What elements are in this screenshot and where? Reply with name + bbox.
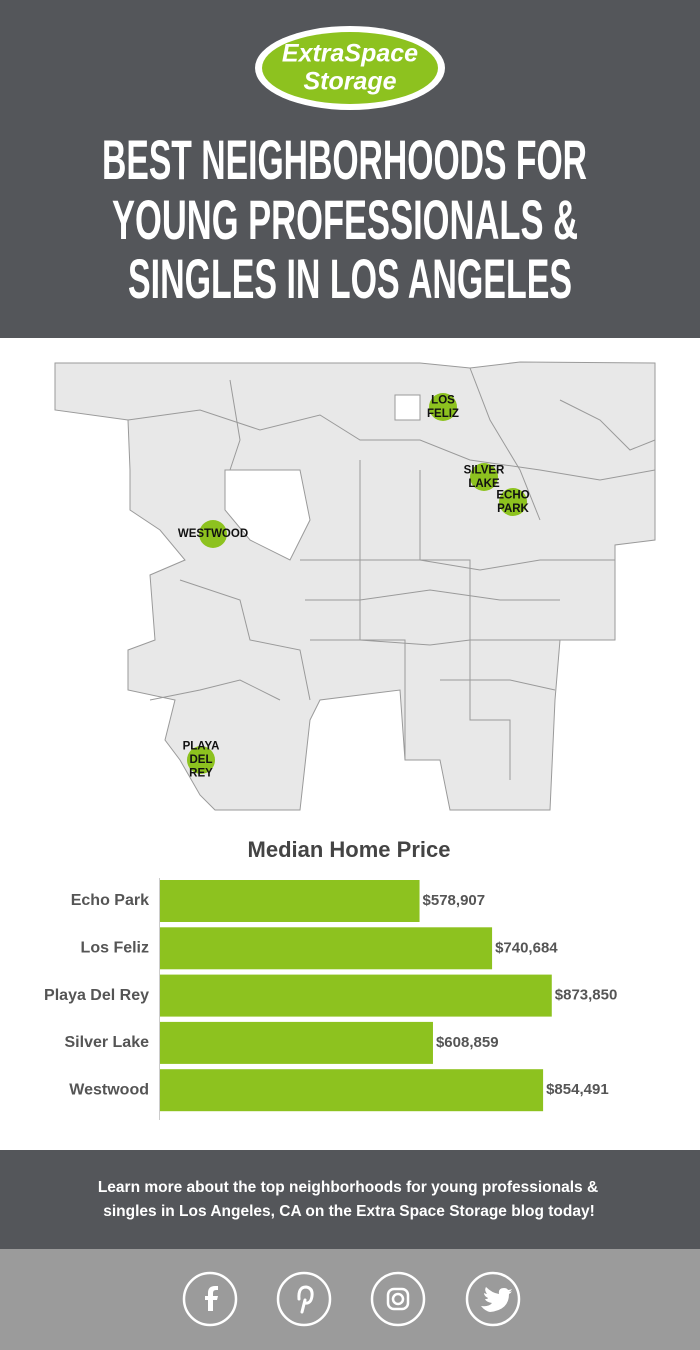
map-marker [429, 393, 457, 421]
map-border [559, 399, 656, 451]
category-label: Silver Lake [65, 1034, 150, 1051]
map-border [469, 367, 541, 521]
value-label: $578,907 [423, 892, 486, 909]
facebook-icon [205, 1286, 218, 1311]
map-border [300, 559, 615, 571]
bar [160, 880, 420, 922]
map-border [179, 579, 311, 701]
map [54, 361, 656, 811]
map-label: REY [189, 768, 213, 780]
map-label: PLAYA [183, 741, 220, 753]
bar [160, 927, 493, 970]
instagram-lens [391, 1292, 405, 1306]
map-border [305, 589, 560, 601]
map-border [419, 470, 511, 780]
map-label: LOS [431, 394, 455, 406]
map-label: ECHO [496, 489, 529, 501]
map-hole [394, 394, 421, 421]
map-label: FELIZ [427, 408, 459, 420]
map-label: SILVER [464, 464, 505, 476]
category-label: Playa Del Rey [44, 987, 149, 1004]
map-label: WESTWOOD [178, 528, 248, 540]
value-label: $854,491 [546, 1081, 609, 1098]
instagram-icon [386, 1287, 410, 1311]
map-hole [224, 469, 311, 561]
category-label: Los Feliz [81, 940, 149, 957]
bar [160, 1069, 544, 1112]
map-label: PARK [497, 503, 529, 515]
logo-inner [262, 32, 438, 104]
map-border [359, 460, 406, 760]
map-marker [470, 463, 498, 491]
pinterest-icon [297, 1285, 314, 1314]
map-marker [199, 520, 227, 548]
title-line: BEST NEIGHBORHOODS FOR [102, 128, 587, 191]
category-label: Echo Park [71, 892, 149, 909]
map-border [229, 379, 241, 471]
title-line: YOUNG PROFESSIONALS & [112, 188, 578, 251]
twitter-button[interactable] [465, 1271, 521, 1327]
map-border [127, 409, 656, 481]
map-marker [187, 746, 215, 774]
map-border [440, 679, 556, 691]
value-label: $873,850 [555, 987, 618, 1004]
pinterest-button[interactable] [276, 1271, 332, 1327]
logo-text: Storage [303, 68, 396, 96]
map-area [54, 361, 656, 811]
social-band [0, 1249, 700, 1350]
footer-text: Learn more about the top neighborhoods f… [98, 1179, 598, 1196]
value-label: $608,859 [436, 1034, 499, 1051]
logo-text: ExtraSpace [282, 40, 418, 68]
value-label: $740,684 [495, 939, 558, 956]
footer-band [0, 1150, 700, 1249]
chart-title: Median Home Price [248, 837, 451, 862]
category-label: Westwood [69, 1081, 149, 1098]
bar [160, 974, 552, 1017]
map-label: LAKE [468, 478, 500, 490]
instagram-button[interactable] [370, 1271, 426, 1327]
facebook-button[interactable] [182, 1271, 238, 1327]
map-marker [499, 488, 527, 516]
footer-text: singles in Los Angeles, CA on the Extra … [103, 1203, 595, 1220]
bar [160, 1021, 433, 1064]
title-line: SINGLES IN LOS ANGELES [128, 247, 572, 310]
bars: Echo Park $578,907 Los Feliz $740,684 Playa … [44, 880, 618, 1112]
map-label: DEL [190, 754, 213, 766]
logo: ExtraSpace Storage [255, 26, 445, 110]
map-border [310, 639, 560, 646]
map-border [149, 679, 281, 701]
twitter-icon [481, 1287, 512, 1312]
